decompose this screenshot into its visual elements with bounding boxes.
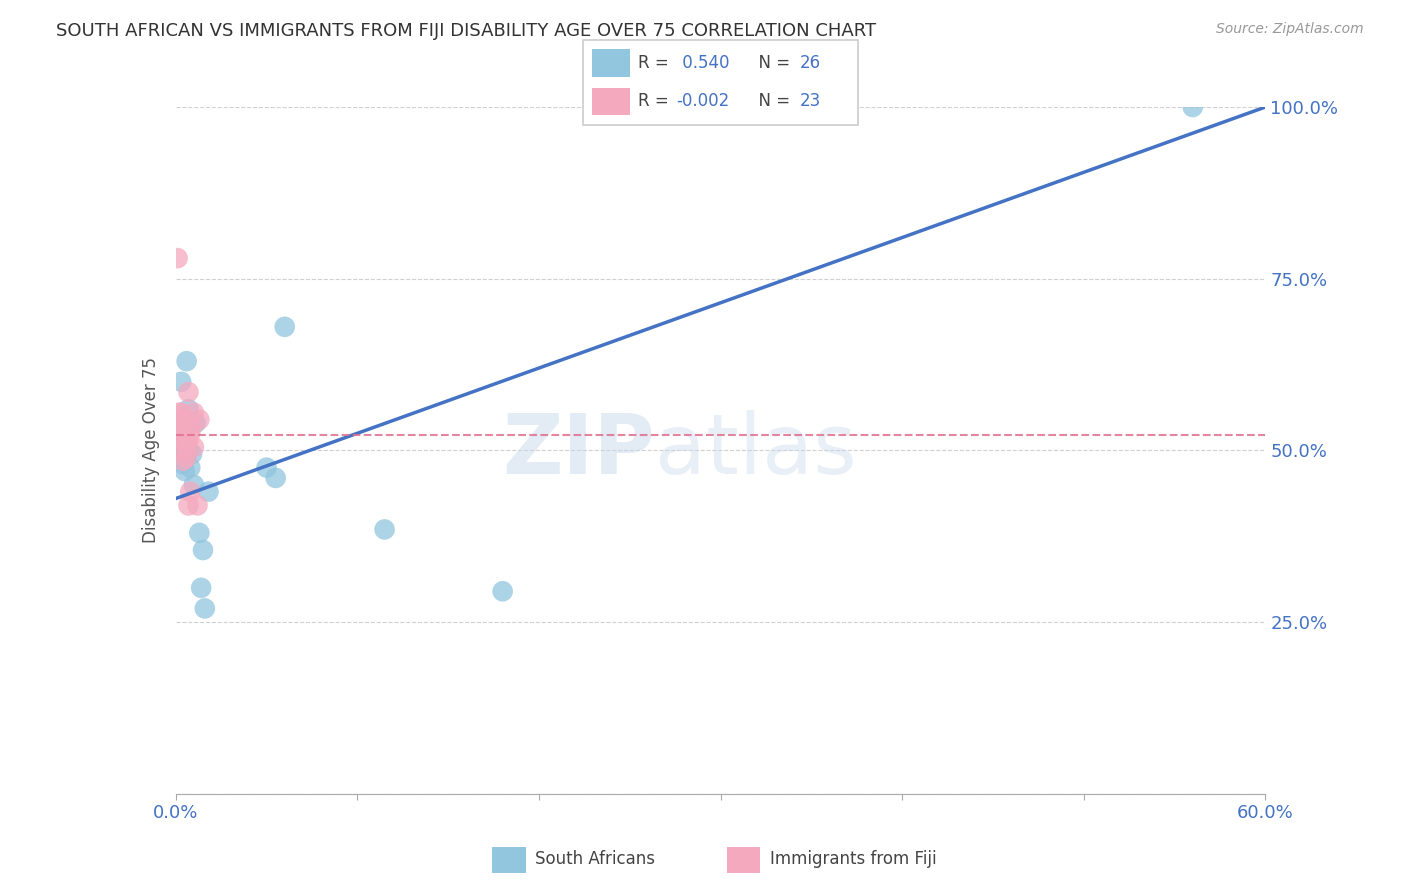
Point <box>166 412 188 426</box>
Point <box>172 430 194 444</box>
Text: R =: R = <box>638 54 675 72</box>
Point <box>264 471 287 485</box>
Point <box>197 484 219 499</box>
Point <box>170 416 193 430</box>
Text: ZIP: ZIP <box>503 410 655 491</box>
Bar <box>592 87 630 115</box>
Point <box>177 402 200 417</box>
Point <box>170 406 193 420</box>
Point <box>166 251 188 265</box>
Point <box>181 419 204 434</box>
Bar <box>727 847 761 872</box>
Point <box>191 543 214 558</box>
Text: 23: 23 <box>800 92 821 110</box>
Bar <box>492 847 526 872</box>
Point <box>173 412 195 426</box>
Point <box>170 375 193 389</box>
Text: 26: 26 <box>800 54 821 72</box>
Point <box>173 464 195 478</box>
Point <box>183 440 205 454</box>
Point <box>492 584 515 599</box>
Point <box>169 419 191 434</box>
Point <box>176 450 198 465</box>
Point <box>177 499 200 513</box>
Point <box>188 412 211 426</box>
Text: R =: R = <box>638 92 675 110</box>
Point <box>177 433 200 447</box>
Point <box>274 319 297 334</box>
Text: N =: N = <box>748 92 796 110</box>
Text: 0.540: 0.540 <box>676 54 730 72</box>
Point <box>194 601 217 615</box>
Point <box>374 523 396 537</box>
Point <box>169 406 191 420</box>
Point <box>172 454 194 468</box>
Text: -0.002: -0.002 <box>676 92 730 110</box>
Point <box>183 478 205 492</box>
Bar <box>592 49 630 77</box>
Point <box>256 460 278 475</box>
FancyBboxPatch shape <box>583 40 858 125</box>
Point <box>179 426 201 441</box>
Text: SOUTH AFRICAN VS IMMIGRANTS FROM FIJI DISABILITY AGE OVER 75 CORRELATION CHART: SOUTH AFRICAN VS IMMIGRANTS FROM FIJI DI… <box>56 22 876 40</box>
Point <box>170 443 193 458</box>
Text: Source: ZipAtlas.com: Source: ZipAtlas.com <box>1216 22 1364 37</box>
Point <box>177 385 200 400</box>
Point <box>190 581 212 595</box>
Point <box>179 484 201 499</box>
Point <box>166 426 188 441</box>
Point <box>188 525 211 540</box>
Point <box>166 450 188 465</box>
Text: South Africans: South Africans <box>536 849 655 868</box>
Text: Immigrants from Fiji: Immigrants from Fiji <box>769 849 936 868</box>
Point <box>176 354 198 368</box>
Point <box>176 440 198 454</box>
Point <box>181 447 204 461</box>
Point <box>172 457 194 471</box>
Point <box>177 443 200 458</box>
Text: N =: N = <box>748 54 796 72</box>
Point <box>183 406 205 420</box>
Text: atlas: atlas <box>655 410 856 491</box>
Point <box>169 440 191 454</box>
Point <box>173 443 195 458</box>
Y-axis label: Disability Age Over 75: Disability Age Over 75 <box>142 358 160 543</box>
Point <box>172 443 194 458</box>
Point <box>179 460 201 475</box>
Point <box>184 416 207 430</box>
Point <box>1181 100 1204 114</box>
Point <box>186 499 209 513</box>
Point <box>173 436 195 450</box>
